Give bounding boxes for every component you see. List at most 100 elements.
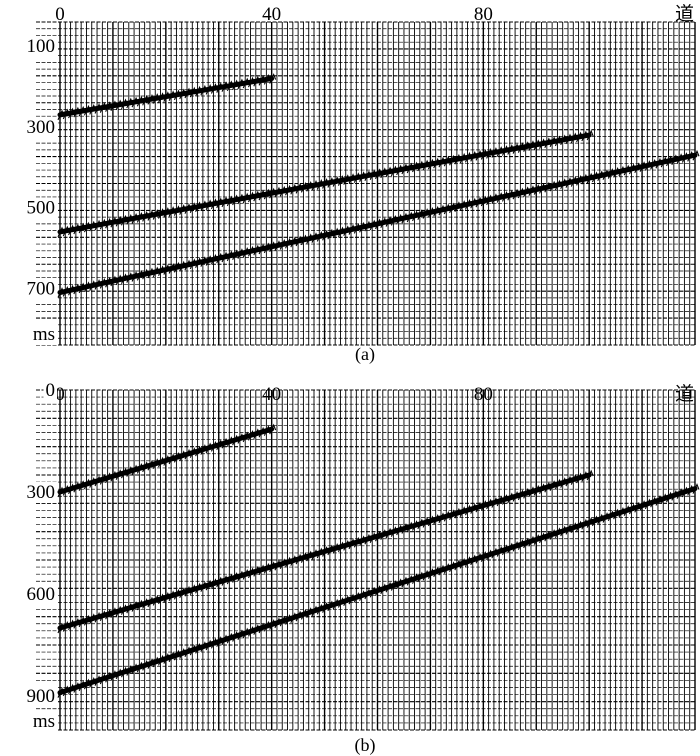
label-backing bbox=[24, 686, 57, 707]
event-2-wavelet bbox=[380, 167, 388, 179]
label-backing bbox=[24, 36, 57, 58]
event-3-wavelet bbox=[687, 484, 695, 496]
event-2-wavelet bbox=[385, 166, 393, 178]
event-2-wavelet bbox=[523, 487, 531, 499]
event-2-wavelet bbox=[427, 158, 435, 170]
event-3-wavelet bbox=[327, 600, 335, 612]
event-1-wavelet bbox=[57, 486, 65, 498]
event-3-wavelet bbox=[158, 265, 166, 277]
event-3-wavelet bbox=[549, 180, 557, 192]
event-1-wavelet bbox=[57, 109, 65, 121]
event-2-wavelet bbox=[496, 146, 504, 157]
event-3-wavelet bbox=[422, 569, 430, 581]
event-2-wavelet bbox=[94, 219, 102, 231]
event-3-wavelet bbox=[152, 266, 160, 278]
event-2-wavelet bbox=[433, 513, 441, 525]
event-2-wavelet bbox=[586, 129, 594, 141]
event-3-wavelet bbox=[343, 595, 351, 607]
event-3-wavelet bbox=[279, 615, 287, 627]
panel-a-x-tick-0: 0 bbox=[55, 4, 65, 25]
event-3-wavelet bbox=[581, 173, 589, 185]
event-3-wavelet bbox=[544, 530, 552, 542]
label-backing bbox=[24, 482, 57, 503]
event-3-wavelet bbox=[449, 202, 457, 214]
event-2-wavelet bbox=[295, 182, 303, 194]
event-2-wavelet bbox=[221, 575, 229, 586]
event-2-wavelet bbox=[512, 491, 520, 502]
event-3-wavelet bbox=[332, 598, 340, 610]
event-3-wavelet bbox=[597, 170, 605, 182]
event-3-wavelet bbox=[200, 256, 208, 267]
event-2-wavelet bbox=[237, 570, 245, 582]
event-2-wavelet bbox=[62, 621, 70, 632]
event-3-wavelet bbox=[597, 513, 605, 525]
event-3-wavelet bbox=[470, 197, 478, 209]
event-3-wavelet bbox=[221, 634, 229, 646]
event-1-wavelet bbox=[126, 97, 134, 109]
event-3-wavelet bbox=[390, 215, 398, 226]
event-3-wavelet bbox=[179, 648, 187, 659]
event-2-wavelet bbox=[401, 523, 409, 534]
event-1-wavelet bbox=[62, 485, 70, 496]
event-1-wavelet bbox=[89, 477, 97, 488]
event-2-wavelet bbox=[438, 156, 446, 168]
event-3-wavelet bbox=[195, 642, 203, 654]
event-1-wavelet bbox=[189, 447, 197, 458]
event-1-wavelet bbox=[258, 426, 266, 438]
event-3-wavelet bbox=[655, 495, 663, 506]
event-3-wavelet bbox=[412, 573, 420, 584]
event-2-wavelet bbox=[401, 163, 409, 175]
event-1-wavelet bbox=[173, 89, 181, 101]
event-3-wavelet bbox=[507, 542, 515, 554]
event-3-wavelet bbox=[300, 608, 308, 620]
event-2-wavelet bbox=[120, 214, 129, 226]
event-2-wavelet bbox=[454, 153, 462, 165]
event-1-wavelet bbox=[179, 450, 187, 462]
event-2-wavelet bbox=[507, 492, 515, 504]
event-2-wavelet bbox=[480, 149, 488, 160]
event-3-wavelet bbox=[549, 529, 557, 540]
event-2-wavelet bbox=[544, 481, 552, 493]
event-1-wavelet bbox=[205, 84, 213, 95]
event-2-wavelet bbox=[396, 164, 404, 176]
event-3-wavelet bbox=[126, 272, 134, 283]
event-2-wavelet bbox=[226, 195, 234, 207]
event-3-wavelet bbox=[560, 525, 568, 537]
event-2-wavelet bbox=[237, 193, 245, 205]
event-3-wavelet bbox=[205, 255, 213, 266]
event-2-wavelet bbox=[300, 552, 308, 563]
event-2-wavelet bbox=[417, 518, 425, 530]
event-2-wavelet bbox=[200, 200, 208, 212]
event-3-wavelet bbox=[269, 241, 277, 252]
event-2-wavelet bbox=[83, 614, 91, 626]
event-2-wavelet bbox=[390, 526, 398, 537]
event-2-wavelet bbox=[549, 136, 557, 148]
event-3-wavelet bbox=[94, 675, 102, 686]
event-2-wavelet bbox=[359, 535, 367, 547]
event-2-wavelet bbox=[560, 477, 568, 488]
panel-a-y-tick-700: 700 bbox=[27, 278, 56, 299]
event-1-wavelet bbox=[158, 92, 166, 103]
event-3-wavelet bbox=[591, 171, 599, 183]
event-3-wavelet bbox=[359, 590, 367, 601]
event-3-wavelet bbox=[269, 619, 277, 630]
event-1-wavelet bbox=[158, 456, 166, 468]
event-3-wavelet bbox=[491, 193, 499, 204]
event-3-wavelet bbox=[433, 566, 441, 578]
event-2-wavelet bbox=[120, 604, 129, 615]
event-3-wavelet bbox=[62, 685, 70, 697]
event-3-wavelet bbox=[528, 535, 536, 547]
event-2-wavelet bbox=[528, 486, 536, 498]
event-3-wavelet bbox=[242, 247, 250, 258]
event-2-wavelet bbox=[554, 478, 562, 490]
event-2-wavelet bbox=[216, 197, 224, 209]
event-1-wavelet bbox=[263, 74, 271, 85]
event-2-wavelet bbox=[142, 211, 150, 222]
event-3-wavelet bbox=[73, 682, 81, 693]
event-3-wavelet bbox=[210, 253, 218, 265]
event-3-wavelet bbox=[274, 240, 282, 251]
event-3-wavelet bbox=[586, 517, 594, 528]
event-1-wavelet bbox=[221, 81, 229, 92]
event-3-wavelet bbox=[613, 166, 621, 178]
event-1-wavelet bbox=[142, 94, 150, 106]
